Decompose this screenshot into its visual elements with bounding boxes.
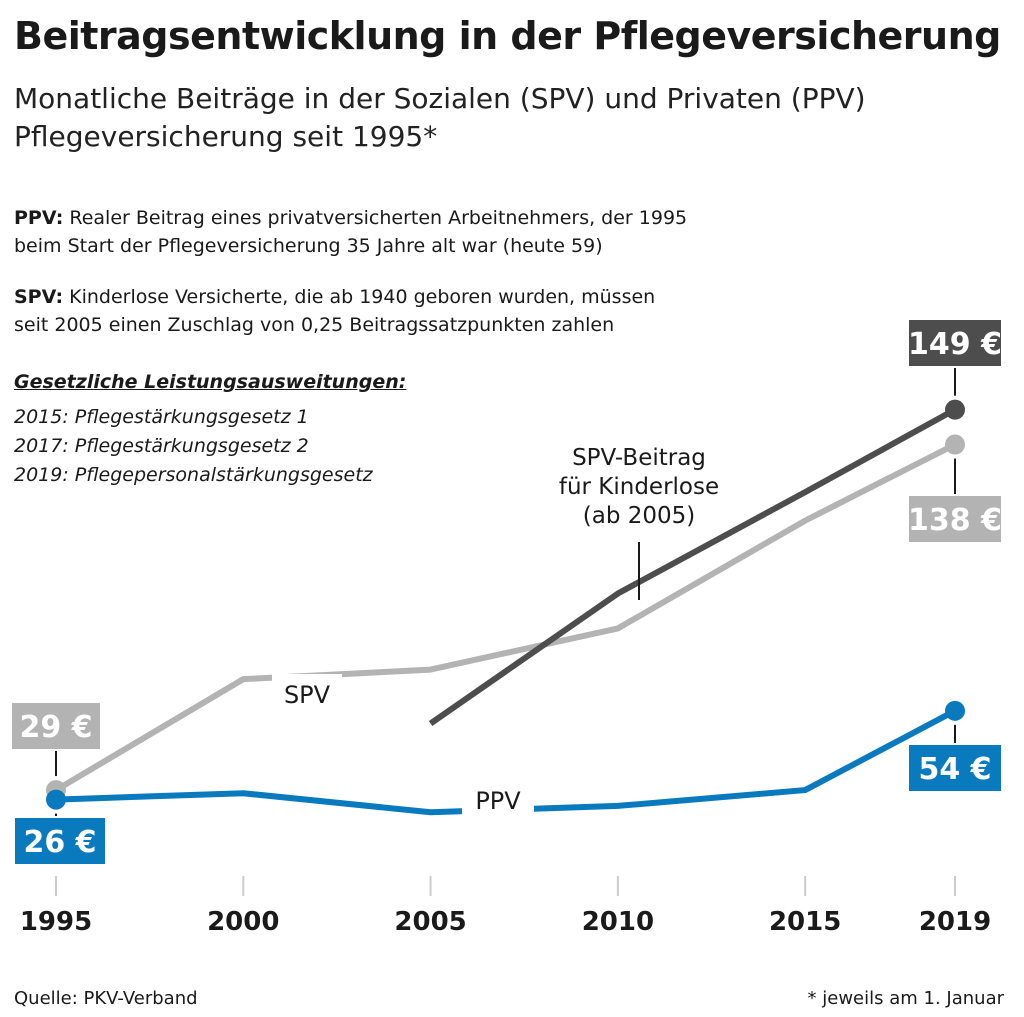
value-label-spv-end: 138 € (908, 503, 1002, 538)
law-item-2019: 2019: Pflegepersonalstärkungsgesetz (14, 464, 373, 486)
ppv-note-line-1: Realer Beitrag eines privatversicherten … (69, 207, 688, 229)
subtitle-line-2: Pflegeversicherung seit 1995* (14, 120, 438, 153)
ppv-note-line-2: beim Start der Pflegeversicherung 35 Jah… (14, 235, 603, 257)
ppv-end-dot (945, 700, 965, 721)
series-lines (54, 407, 957, 816)
series-line-spv (54, 441, 957, 793)
x-axis: 1995 2000 2005 2010 2015 2019 (20, 876, 991, 937)
spv-label-gap (272, 674, 342, 712)
laws-title: Gesetzliche Leistungsausweitungen: (14, 371, 407, 393)
chart-subtitle: Monatliche Beiträge in der Sozialen (SPV… (14, 80, 866, 156)
ppv-line-label: PPV (475, 787, 521, 815)
subtitle-line-1: Monatliche Beiträge in der Sozialen (SPV… (14, 82, 866, 115)
value-label-spv-start: 29 € (19, 710, 92, 745)
source-note: Quelle: PKV-Verband (14, 988, 198, 1009)
x-tick-label-2010: 2010 (582, 907, 654, 937)
spv-note-line-1: Kinderlose Versicherte, die ab 1940 gebo… (69, 286, 656, 308)
spv-end-dot (945, 434, 965, 455)
kinderlose-annotation-line-1: SPV-Beitrag (572, 445, 706, 471)
value-label-spv-kinderlose-end-box (909, 320, 1001, 366)
x-tick-label-2015: 2015 (769, 907, 841, 937)
kinderlose-annotation-line-2: für Kinderlose (559, 474, 719, 500)
laws-box: Gesetzliche Leistungsausweitungen: 2015:… (14, 368, 406, 490)
value-label-spv-end-box (909, 496, 1001, 542)
footnote: * jeweils am 1. Januar (807, 988, 1004, 1009)
x-tick-label-2000: 2000 (207, 907, 279, 937)
spv-kinderlose-end-dot (945, 399, 965, 420)
value-label-ppv-start-box (15, 818, 105, 864)
chart-title: Beitragsentwicklung in der Pflegeversich… (14, 14, 1001, 58)
x-tick-label-1995: 1995 (20, 907, 92, 937)
law-item-2017: 2017: Pflegestärkungsgesetz 2 (14, 435, 309, 457)
value-label-spv-kinderlose-end: 149 € (908, 327, 1002, 362)
ppv-note: PPV: Realer Beitrag eines privatversiche… (14, 204, 687, 260)
spv-note-line-2: seit 2005 einen Zuschlag von 0,25 Beitra… (14, 314, 615, 336)
spv-note-label: SPV: (14, 286, 64, 308)
spv-note: SPV: Kinderlose Versicherte, die ab 1940… (14, 283, 655, 339)
ppv-start-dot (46, 789, 66, 810)
value-label-ppv-end: 54 € (918, 752, 991, 787)
ppv-label-gap (462, 780, 534, 818)
annotations: SPV PPV SPV-Beitrag für Kinderlose (ab 2005)… (12, 320, 1002, 864)
x-tick-label-2005: 2005 (394, 907, 466, 937)
x-tick-label-2019: 2019 (919, 907, 991, 937)
value-label-ppv-start: 26 € (23, 825, 96, 860)
ppv-note-label: PPV: (14, 207, 64, 229)
series-line-spv_kinderlose (428, 407, 957, 726)
kinderlose-annotation-line-3: (ab 2005) (583, 503, 695, 529)
value-label-spv-start-box (12, 703, 100, 749)
law-item-2015: 2015: Pflegestärkungsgesetz 1 (14, 406, 309, 428)
spv-line-label: SPV (284, 681, 331, 709)
value-label-ppv-end-box (909, 745, 1001, 791)
